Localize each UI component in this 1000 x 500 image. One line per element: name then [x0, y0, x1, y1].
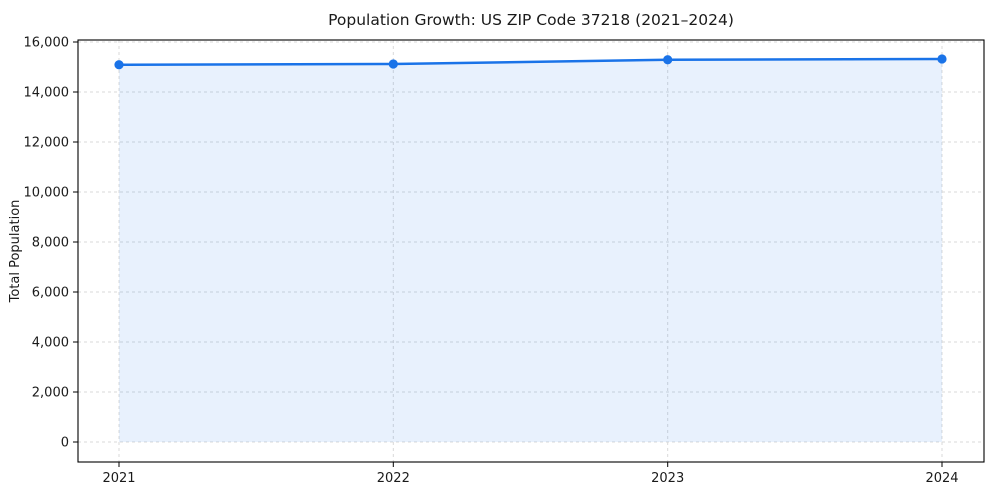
plot-border	[77, 39, 985, 463]
data-markers-layer	[114, 54, 947, 70]
y-tick-label: 16,000	[24, 36, 70, 51]
area-fill	[119, 59, 942, 442]
gridlines-layer	[78, 40, 984, 462]
data-point-marker	[937, 54, 947, 64]
y-tick-label: 14,000	[24, 86, 70, 101]
x-tick-label: 2021	[102, 471, 135, 486]
chart-title: Population Growth: US ZIP Code 37218 (20…	[328, 11, 734, 29]
data-point-marker	[663, 55, 673, 65]
y-tick-label: 4,000	[32, 336, 69, 351]
data-point-marker	[114, 60, 124, 70]
y-tick-label: 0	[61, 436, 69, 451]
area-fill-layer	[119, 59, 942, 442]
y-tick-label: 10,000	[24, 186, 70, 201]
data-line	[117, 57, 944, 66]
y-tick-label: 8,000	[32, 236, 69, 251]
y-tick-label: 12,000	[24, 136, 70, 151]
ticks-layer	[73, 41, 943, 467]
y-axis-label: Total Population	[8, 200, 23, 304]
y-tick-label: 2,000	[32, 386, 69, 401]
x-tick-label: 2024	[925, 471, 958, 486]
data-point-marker	[388, 59, 398, 69]
tick-labels-layer: 0 2,000 4,000 6,000 8,000 10,000 12,000 14,000 1…	[24, 36, 959, 487]
y-tick-label: 6,000	[32, 286, 69, 301]
data-line-layer	[117, 57, 944, 66]
x-tick-label: 2023	[651, 471, 684, 486]
x-tick-label: 2022	[377, 471, 410, 486]
